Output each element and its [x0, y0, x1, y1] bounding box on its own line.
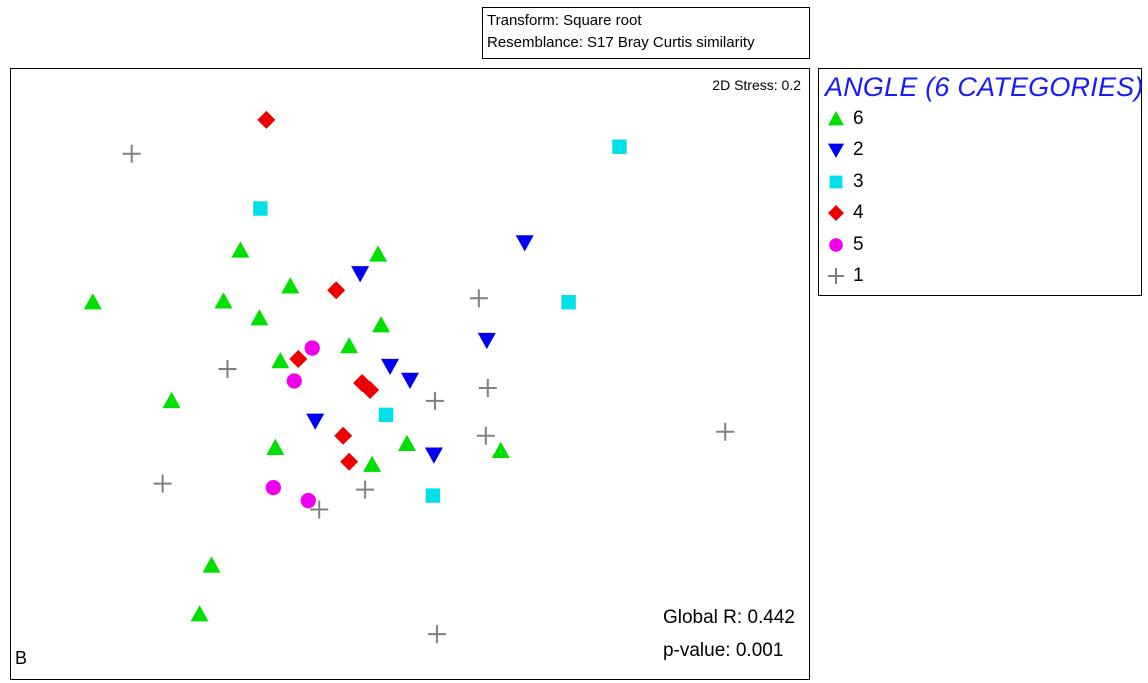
- legend-item-label: 1: [853, 265, 864, 287]
- point-series-6-7: [271, 352, 290, 369]
- point-series-2-6: [424, 447, 443, 464]
- point-series-6-9: [162, 391, 181, 409]
- stats-block: Global R: 0.442 p-value: 0.001: [663, 601, 795, 667]
- point-series-3-4: [425, 488, 441, 503]
- triangle-down-icon: [828, 143, 844, 159]
- point-series-5-3: [300, 492, 316, 509]
- legend-item-1: 1: [825, 261, 1135, 293]
- point-series-6-3: [281, 277, 300, 294]
- transform-label: Transform: Square root: [487, 12, 642, 29]
- diamond-icon: [828, 205, 844, 222]
- point-series-5-1: [286, 373, 302, 389]
- legend-items: 6 2 3 4 5 1: [825, 103, 1135, 292]
- point-series-3-0: [612, 139, 627, 154]
- global-r-label: Global R: 0.442: [662, 607, 795, 628]
- legend-item-6: 6: [825, 103, 1135, 135]
- point-series-6-0: [83, 293, 102, 310]
- point-series-6-10: [266, 438, 285, 455]
- legend-item-4: 4: [825, 198, 1135, 230]
- point-series-6-2: [214, 292, 233, 309]
- point-series-1-10: [427, 625, 446, 644]
- point-series-6-6: [372, 316, 391, 333]
- point-series-1-4: [425, 391, 444, 410]
- point-series-6-4: [250, 309, 269, 326]
- point-series-2-2: [477, 332, 496, 350]
- panel-letter: B: [15, 648, 28, 668]
- stress-label: 2D Stress: 0.2: [712, 77, 801, 93]
- legend-item-5: 5: [825, 229, 1135, 261]
- point-series-2-3: [381, 358, 400, 376]
- triangle-up-icon: [828, 110, 844, 126]
- point-series-4-1: [327, 281, 346, 300]
- legend-item-label: 3: [853, 170, 864, 192]
- point-series-6-15: [190, 605, 209, 622]
- point-series-6-14: [202, 556, 221, 573]
- point-series-2-1: [351, 266, 370, 283]
- legend-item-label: 6: [853, 107, 864, 129]
- legend-item-3: 3: [825, 166, 1135, 198]
- point-series-6-5: [369, 245, 388, 262]
- point-series-4-4: [361, 380, 380, 399]
- point-series-6-1: [231, 241, 250, 258]
- legend-title: ANGLE (6 CATEGORIES): [825, 72, 1144, 102]
- point-series-4-0: [257, 110, 276, 129]
- point-series-4-5: [334, 426, 353, 445]
- point-series-1-0: [122, 144, 141, 163]
- p-value-label: p-value: 0.001: [662, 640, 784, 661]
- point-series-1-8: [356, 480, 375, 499]
- legend-item-label: 5: [853, 233, 864, 255]
- square-icon: [829, 175, 843, 189]
- legend-item-2: 2: [825, 135, 1135, 167]
- point-series-5-0: [304, 340, 320, 356]
- mds-plot-frame: 2D Stress: 0.2 B Global R: 0.442 p-value…: [10, 68, 810, 680]
- point-series-1-5: [476, 426, 495, 445]
- point-series-1-3: [478, 378, 497, 397]
- transform-info-box: Transform: Square root Resemblance: S17 …: [482, 7, 810, 59]
- point-series-4-2: [289, 350, 308, 369]
- point-series-1-1: [469, 289, 488, 308]
- point-series-1-6: [716, 422, 735, 441]
- point-series-1-2: [218, 360, 237, 379]
- mds-scatter-plot: [83, 110, 735, 644]
- point-series-5-2: [265, 479, 281, 496]
- resemblance-label: Resemblance: S17 Bray Curtis similarity: [487, 34, 755, 51]
- point-series-6-13: [363, 455, 382, 472]
- point-series-6-12: [491, 441, 510, 458]
- legend: ANGLE (6 CATEGORIES) 6 2 3 4 5 1: [818, 68, 1144, 296]
- point-series-2-5: [306, 413, 325, 430]
- point-series-6-11: [398, 434, 417, 451]
- point-series-4-6: [340, 452, 359, 471]
- point-series-2-4: [401, 372, 419, 389]
- point-series-1-9: [310, 500, 329, 519]
- point-series-3-1: [253, 201, 268, 216]
- point-series-2-0: [515, 235, 534, 252]
- point-series-3-3: [378, 407, 394, 423]
- legend-item-label: 4: [853, 202, 864, 224]
- point-series-3-2: [561, 295, 576, 310]
- circle-icon: [829, 237, 843, 252]
- point-series-1-7: [153, 474, 172, 493]
- point-series-6-8: [340, 337, 359, 354]
- plus-icon: [828, 268, 844, 285]
- legend-item-label: 2: [853, 139, 864, 161]
